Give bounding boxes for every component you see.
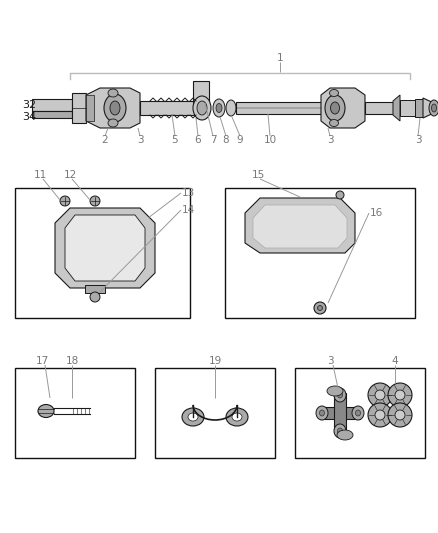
Bar [15,188,190,318]
Bar [85,285,105,293]
Ellipse shape [334,388,346,402]
Text: 10: 10 [263,135,276,145]
Text: 13: 13 [182,188,195,198]
Ellipse shape [334,424,346,438]
Bar [400,100,415,116]
Bar [86,95,94,121]
Ellipse shape [226,408,248,426]
Circle shape [368,403,392,427]
Circle shape [395,390,405,400]
Polygon shape [55,208,155,288]
Circle shape [395,410,405,420]
Polygon shape [245,198,355,253]
Ellipse shape [431,104,437,112]
Ellipse shape [316,406,328,420]
Bar [72,93,86,123]
Circle shape [314,302,326,314]
Text: 6: 6 [194,135,201,145]
Text: 3: 3 [137,135,143,145]
Ellipse shape [226,100,236,116]
Circle shape [368,383,392,407]
Circle shape [90,196,100,206]
Ellipse shape [38,405,54,417]
Text: 4: 4 [392,356,398,366]
Text: 15: 15 [251,170,265,180]
Text: 9: 9 [237,135,244,145]
Text: 34: 34 [22,112,36,122]
Circle shape [336,191,344,199]
Text: 2: 2 [102,135,108,145]
Ellipse shape [197,101,207,115]
Bar [320,407,360,419]
Bar [155,368,275,458]
Ellipse shape [213,99,225,117]
Bar [415,99,423,117]
Ellipse shape [338,428,343,434]
Ellipse shape [337,430,353,440]
Bar [236,102,321,114]
Polygon shape [253,205,347,248]
Polygon shape [65,215,145,281]
Ellipse shape [325,95,345,121]
Ellipse shape [329,90,339,96]
Text: 3: 3 [327,356,333,366]
Polygon shape [423,98,438,118]
Ellipse shape [429,100,438,116]
Ellipse shape [108,119,118,127]
Ellipse shape [110,101,120,115]
Bar [295,368,425,458]
Text: 16: 16 [370,208,383,218]
Ellipse shape [338,392,343,398]
Circle shape [375,410,385,420]
Ellipse shape [352,406,364,420]
Text: 18: 18 [65,356,79,366]
Ellipse shape [104,94,126,122]
Bar [225,188,415,318]
Polygon shape [321,88,365,128]
Ellipse shape [327,386,343,396]
Text: 1: 1 [277,53,283,63]
Ellipse shape [356,410,360,416]
Bar [15,368,135,458]
Circle shape [388,403,412,427]
Text: 32: 32 [22,100,36,110]
Bar [365,102,393,114]
Bar [140,101,195,115]
Circle shape [90,292,100,302]
Circle shape [318,305,322,311]
Ellipse shape [188,413,198,421]
Circle shape [375,390,385,400]
Text: 17: 17 [35,356,49,366]
Bar [32,111,72,118]
Bar [334,393,346,433]
Circle shape [388,383,412,407]
Polygon shape [86,88,140,128]
Text: 8: 8 [223,135,230,145]
Text: 5: 5 [172,135,178,145]
Text: 3: 3 [415,135,421,145]
Text: 19: 19 [208,356,222,366]
Text: 14: 14 [182,205,195,215]
Bar [32,99,72,111]
Ellipse shape [216,103,222,112]
Ellipse shape [319,410,325,416]
Text: 3: 3 [327,135,333,145]
Ellipse shape [331,102,339,114]
Ellipse shape [329,119,339,126]
Bar [196,100,206,118]
Polygon shape [393,95,400,121]
Ellipse shape [193,96,211,120]
Ellipse shape [182,408,204,426]
Text: 11: 11 [33,170,46,180]
Ellipse shape [232,413,242,421]
Text: 7: 7 [210,135,216,145]
Ellipse shape [108,89,118,97]
Bar [193,81,209,103]
Circle shape [60,196,70,206]
Text: 12: 12 [64,170,77,180]
